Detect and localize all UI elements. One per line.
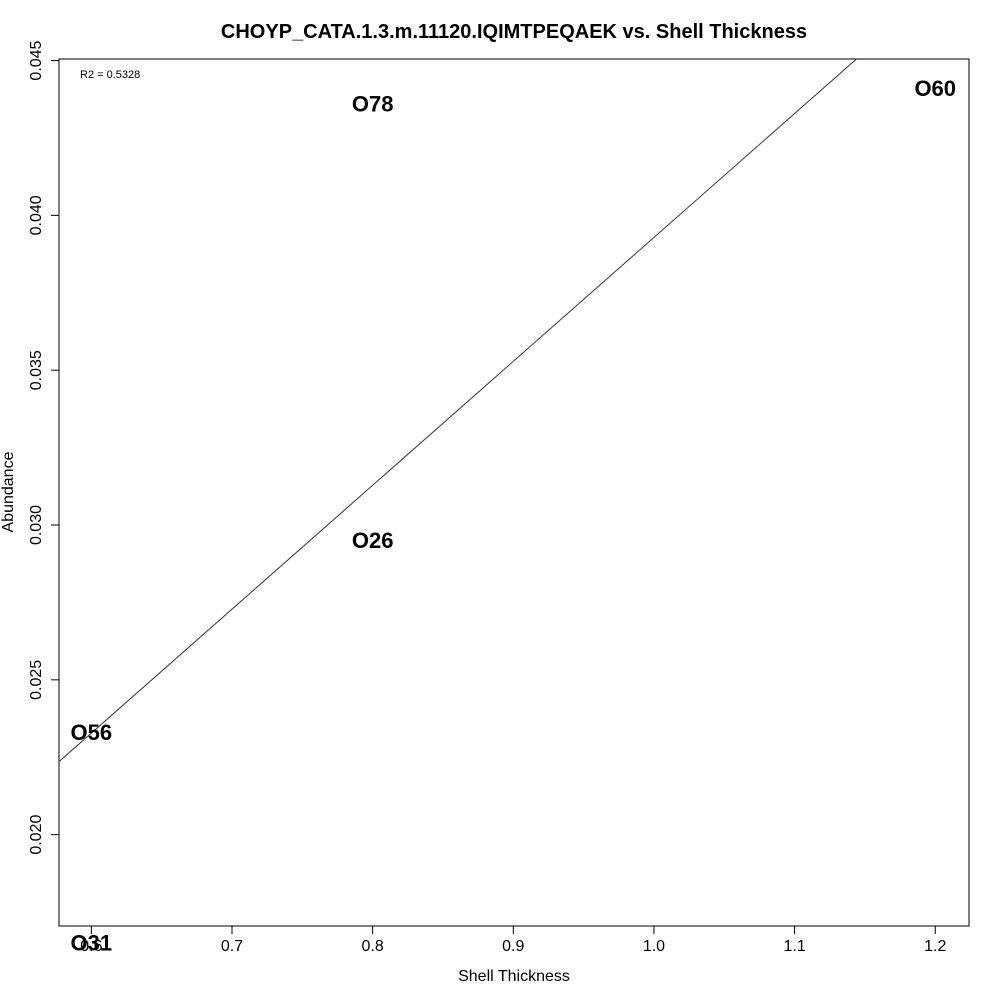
x-tick-label: 0.7 [221, 938, 243, 955]
y-tick-label: 0.025 [28, 660, 45, 700]
y-tick-label: 0.035 [28, 350, 45, 390]
x-axis-label: Shell Thickness [458, 968, 570, 985]
y-tick-label: 0.040 [28, 195, 45, 235]
y-tick-label: 0.045 [28, 40, 45, 80]
point-label-o31: O31 [71, 931, 113, 956]
x-tick-label: 1.1 [783, 938, 805, 955]
y-axis-label: Abundance [0, 451, 17, 532]
x-axis-ticks: 0.6 0.7 0.8 0.9 1.0 1.1 1.2 [80, 926, 946, 955]
x-tick-label: 0.8 [362, 938, 384, 955]
x-tick-label: 0.9 [502, 938, 524, 955]
point-label-o56: O56 [71, 720, 113, 745]
point-label-o78: O78 [352, 91, 394, 116]
point-labels: O78 O60 O26 O56 O31 [71, 76, 956, 956]
r2-annotation: R2 = 0.5328 [80, 69, 140, 81]
x-tick-label: 1.0 [643, 938, 665, 955]
y-axis-ticks: 0.020 0.025 0.030 0.035 0.040 0.045 [28, 40, 59, 855]
x-tick-label: 1.2 [924, 938, 946, 955]
chart-title: CHOYP_CATA.1.3.m.11120.IQIMTPEQAEK vs. S… [221, 21, 807, 43]
y-tick-label: 0.030 [28, 505, 45, 545]
regression-line [58, 58, 857, 762]
x-tick-label: 0.6 [80, 938, 102, 955]
point-label-o26: O26 [352, 528, 394, 553]
y-tick-label: 0.020 [28, 815, 45, 855]
plot-frame [58, 58, 970, 927]
point-label-o60: O60 [914, 76, 956, 101]
